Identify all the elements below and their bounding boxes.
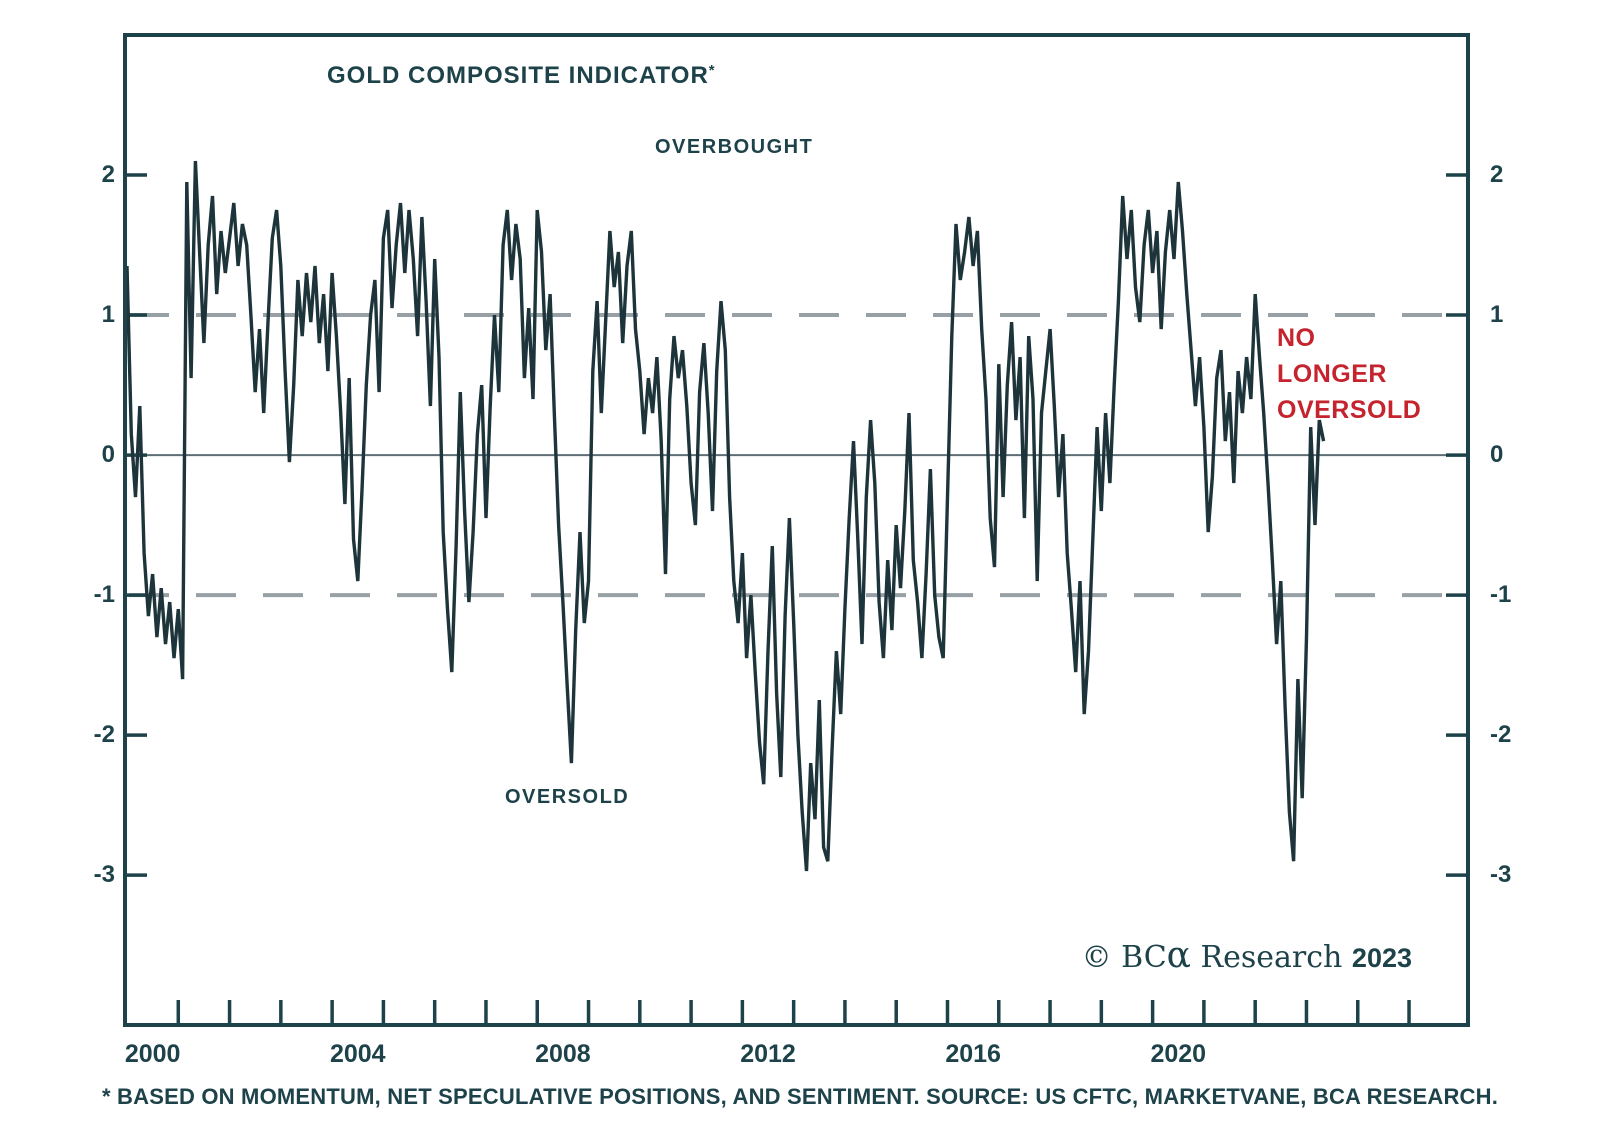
y-axis-label-right-1: 1 [1490,301,1504,329]
copyright-year: 2023 [1351,943,1412,973]
y-axis-label-left--2: -2 [93,721,115,749]
chart-title-text: GOLD COMPOSITE INDICATOR [327,62,709,89]
chart-title-footnote-marker: * [708,62,716,79]
indicator-series-line [125,160,1326,872]
copyright-symbol: © [1081,940,1112,975]
y-axis-label-right--1: -1 [1490,581,1512,609]
brand-bc: BC [1121,940,1167,975]
annotation-line-3: OVERSOLD [1277,396,1422,424]
brand-alpha-glyph: α [1166,935,1191,976]
annotation-line-2: LONGER [1277,360,1387,388]
annotation-line-1: NO [1277,324,1316,352]
y-axis-label-left--3: -3 [93,861,115,889]
plot-frame [123,33,1470,1027]
x-axis-label-2020: 2020 [1150,1040,1207,1068]
x-axis-label-2000: 2000 [124,1040,181,1068]
y-axis-label-right-0: 0 [1490,441,1504,469]
x-axis-label-2008: 2008 [535,1040,591,1068]
y-axis-label-right--3: -3 [1490,861,1512,889]
overbought-label: OVERBOUGHT [655,136,814,158]
x-axis-label-2004: 2004 [329,1040,386,1068]
bca-research-copyright: © BCα Research 2023 [1081,935,1412,976]
y-axis-label-right--2: -2 [1490,721,1512,749]
y-axis-label-right-2: 2 [1490,161,1504,189]
chart-title: GOLD COMPOSITE INDICATOR* [327,62,716,90]
no-longer-oversold-annotation: NO LONGER OVERSOLD [1277,320,1421,428]
y-axis-label-left-0: 0 [101,441,115,469]
source-footnote: * BASED ON MOMENTUM, NET SPECULATIVE POS… [101,1084,1499,1109]
oversold-label: OVERSOLD [505,786,630,808]
y-axis-label-left-1: 1 [101,301,115,329]
y-axis-label-left-2: 2 [101,161,115,189]
x-axis-label-2012: 2012 [740,1040,796,1068]
brand-rest: Research [1200,940,1343,975]
y-axis-label-left--1: -1 [93,581,115,609]
x-axis-label-2016: 2016 [945,1040,1001,1068]
